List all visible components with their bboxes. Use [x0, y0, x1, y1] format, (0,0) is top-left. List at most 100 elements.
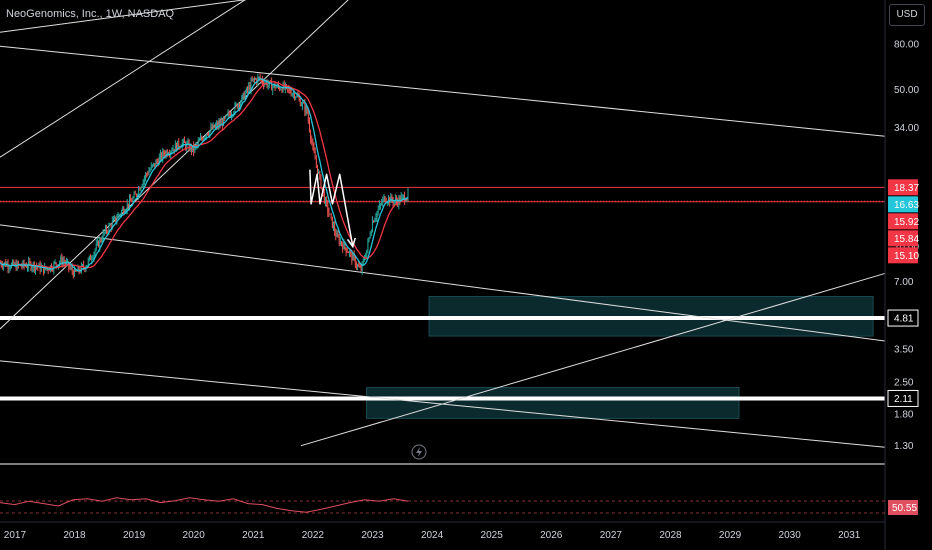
symbol-title[interactable]: NeoGenomics, Inc., 1W, NASDAQ	[6, 8, 175, 20]
candle-body	[320, 175, 322, 188]
candle-body	[117, 214, 119, 219]
candle-body	[108, 225, 110, 233]
candle-body	[336, 234, 338, 237]
candle-body	[29, 261, 31, 263]
candle-body	[27, 267, 28, 269]
candle-body	[244, 92, 246, 100]
candle-body	[80, 264, 82, 272]
lightning-icon[interactable]	[411, 444, 427, 460]
candle-body	[345, 247, 347, 253]
candle-body	[358, 264, 360, 267]
candle-body	[234, 104, 236, 113]
candle-body	[59, 262, 60, 265]
candle-body	[106, 227, 107, 232]
candle-body	[133, 193, 135, 198]
candle-body	[213, 124, 215, 128]
candle-body	[190, 145, 192, 151]
candle-body	[369, 235, 371, 238]
candle-body	[100, 239, 102, 242]
price-tag-0	[888, 179, 918, 196]
y-tick-label: 80.00	[894, 39, 919, 50]
candle-body	[187, 142, 189, 144]
candle-body	[200, 137, 201, 141]
candle-body	[275, 86, 277, 89]
candle-body	[382, 199, 384, 204]
candle-body	[325, 198, 326, 203]
candle-body	[265, 81, 267, 83]
candle-body	[141, 185, 143, 188]
candle-body	[166, 151, 168, 156]
x-tick-label: 2018	[63, 530, 86, 541]
candle-body	[334, 225, 336, 233]
candle-body	[251, 80, 253, 82]
candle-body	[150, 165, 152, 170]
candle-body	[299, 98, 301, 106]
candle-body	[44, 266, 46, 273]
candle-body	[343, 242, 345, 249]
candle-body	[116, 218, 118, 221]
candle-body	[55, 262, 57, 265]
candle-body	[383, 196, 385, 200]
price-tag-label: 2.11	[894, 394, 913, 405]
candle-body	[356, 265, 357, 267]
candle-body	[78, 266, 80, 272]
candle-body	[319, 171, 321, 176]
candle-body	[242, 93, 244, 96]
candle-body	[126, 203, 128, 210]
candle-body	[135, 193, 137, 196]
y-tick-label: 1.80	[894, 409, 914, 420]
candle-body	[61, 257, 63, 264]
candle-body	[188, 142, 190, 150]
candle-body	[281, 89, 283, 92]
rsi-tag-label: 50.55	[892, 503, 917, 514]
candle-body	[303, 102, 305, 104]
y-tick-label: 1.30	[894, 441, 914, 452]
currency-button[interactable]: USD	[889, 4, 925, 26]
candle-body	[341, 241, 342, 245]
candle-body	[119, 214, 121, 216]
candle-body	[184, 139, 185, 143]
candle-body	[360, 267, 362, 271]
price-tag-label: 18.37	[894, 183, 919, 194]
candle-body	[105, 227, 106, 233]
candle-body	[46, 268, 48, 270]
candle-body	[215, 125, 216, 128]
candle-body	[131, 200, 133, 202]
ma-fast-line	[0, 78, 409, 272]
candle-body	[337, 234, 339, 237]
candle-body	[248, 85, 250, 90]
candle-body	[246, 87, 247, 93]
candle-body	[297, 94, 299, 97]
candle-body	[8, 268, 10, 269]
candle-body	[30, 262, 32, 270]
candle-body	[205, 134, 207, 137]
candle-body	[292, 92, 294, 94]
candle-body	[252, 78, 254, 81]
candle-body	[262, 79, 263, 83]
candle-body	[146, 173, 148, 175]
price-tag-label: 4.81	[894, 314, 914, 325]
candle-body	[219, 122, 221, 125]
x-tick-label: 2025	[481, 530, 504, 541]
candle-body	[381, 203, 383, 205]
candle-body	[207, 134, 208, 135]
candle-body	[304, 103, 306, 112]
candle-body	[125, 209, 127, 212]
candle-body	[354, 257, 356, 266]
candle-body	[338, 236, 340, 244]
candle-body	[364, 258, 365, 260]
trendline-6	[300, 272, 886, 447]
x-tick-label: 2017	[4, 530, 27, 541]
trendline-0	[0, 0, 247, 33]
candle-body	[349, 251, 350, 254]
candle-body	[224, 117, 226, 119]
candle-body	[274, 84, 276, 89]
price-tag-label: 15.84	[894, 234, 919, 245]
candle-body	[240, 102, 242, 107]
candle-body	[221, 121, 223, 127]
candle-body	[12, 261, 14, 264]
candle-body	[346, 252, 348, 253]
candle-body	[328, 212, 330, 215]
price-tags: 18.37 16.63 15.92 15.84 15.10 4.81 2.11 50.55	[887, 179, 919, 515]
